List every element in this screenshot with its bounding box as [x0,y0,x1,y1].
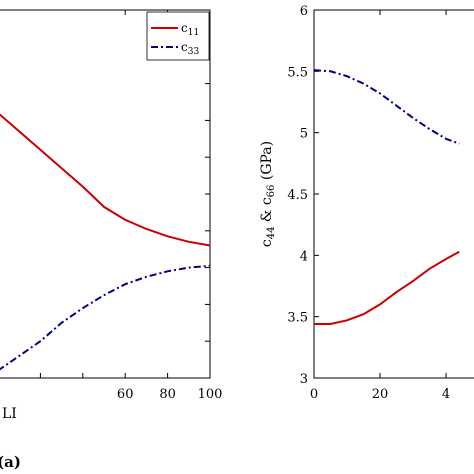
right-y-tick-label: 3.5 [287,311,308,326]
panel-label-a: (a) [0,453,21,471]
right-y-tick-label: 5 [300,127,308,142]
right-x-tick-label: 4 [442,387,450,402]
right-y-tick-label: 4.5 [287,188,308,203]
right-y-tick-label: 4 [300,249,308,264]
left-x-tick-label: 60 [117,387,134,402]
right-y-tick-label: 6 [300,4,308,19]
series-line-c44 [314,250,460,325]
right-y-tick-label: 5.5 [287,65,308,80]
series-line-c66 [313,69,460,145]
right-y-tick-label: 3 [300,372,308,387]
left-x-tick-label: 80 [159,387,176,402]
right-x-tick-label: 0 [310,387,318,402]
right-y-axis-label: c44 & c66 (GPa) [259,141,277,247]
left-plot-frame [0,9,211,379]
left-x-tick-label: 100 [198,387,223,402]
series-line-c33 [0,264,211,371]
series-line-c11 [0,113,211,247]
right-x-tick-label: 20 [372,387,389,402]
legend: c11 c33 [146,11,210,61]
left-x-axis-label: LI [2,406,17,422]
